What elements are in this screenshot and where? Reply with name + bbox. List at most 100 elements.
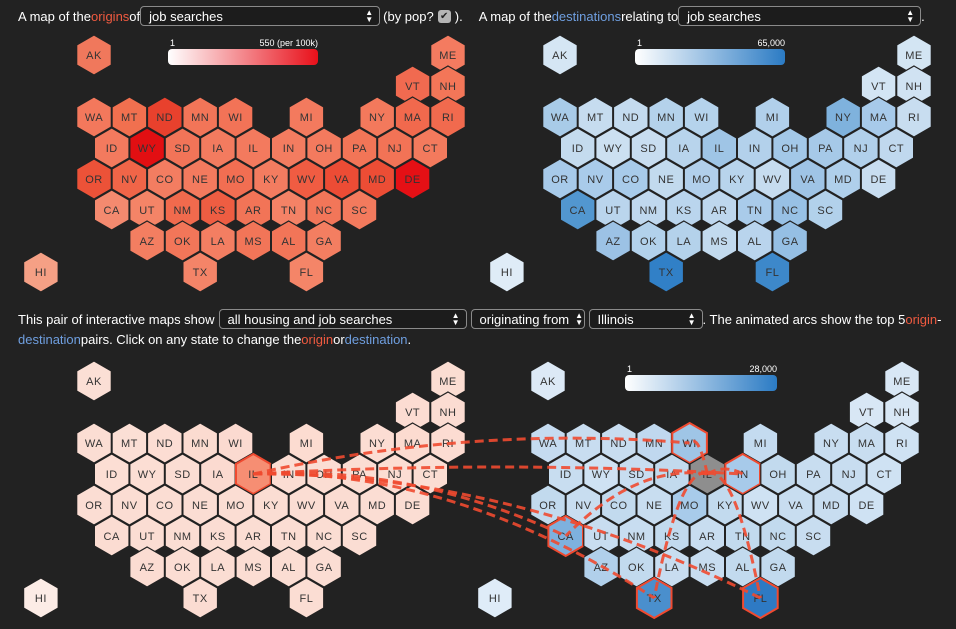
state-hex-wv[interactable]: WV — [288, 484, 325, 526]
state-hex-shape[interactable] — [595, 220, 632, 262]
state-hex-shape[interactable] — [760, 546, 797, 588]
state-hex-shape[interactable] — [636, 484, 673, 526]
state-hex-shape[interactable] — [76, 34, 112, 76]
state-hex-shape[interactable] — [795, 453, 832, 495]
state-hex-shape[interactable] — [648, 158, 685, 200]
state-hex-al[interactable]: AL — [736, 220, 773, 262]
state-hex-nh[interactable]: NH — [430, 65, 466, 107]
state-hex-shape[interactable] — [866, 453, 903, 495]
state-hex-mi[interactable]: MI — [754, 96, 791, 138]
state-hex-shape[interactable] — [253, 158, 289, 200]
state-hex-mt[interactable]: MT — [577, 96, 614, 138]
state-hex-shape[interactable] — [736, 220, 773, 262]
state-hex-nv[interactable]: NV — [565, 484, 602, 526]
state-hex-pa[interactable]: PA — [341, 453, 378, 495]
state-hex-ky[interactable]: KY — [253, 484, 289, 526]
state-hex-mo[interactable]: MO — [683, 158, 720, 200]
state-hex-shape[interactable] — [111, 158, 148, 200]
state-hex-shape[interactable] — [530, 484, 566, 526]
state-hex-shape[interactable] — [129, 220, 165, 262]
state-hex-shape[interactable] — [111, 484, 148, 526]
state-hex-sc[interactable]: SC — [341, 515, 378, 557]
state-hex-va[interactable]: VA — [777, 484, 814, 526]
state-hex-shape[interactable] — [742, 484, 779, 526]
state-hex-shape[interactable] — [789, 158, 826, 200]
state-hex-shape[interactable] — [648, 96, 685, 138]
state-hex-shape[interactable] — [754, 251, 791, 293]
state-hex-shape[interactable] — [742, 422, 779, 464]
state-hex-shape[interactable] — [595, 127, 632, 169]
state-hex-sc[interactable]: SC — [341, 189, 378, 231]
state-hex-shape[interactable] — [772, 127, 809, 169]
state-hex-nd[interactable]: ND — [600, 422, 637, 464]
state-hex-shape[interactable] — [618, 546, 655, 588]
state-hex-shape[interactable] — [270, 220, 307, 262]
state-hex-shape[interactable] — [701, 127, 738, 169]
state-hex-shape[interactable] — [288, 251, 325, 293]
state-hex-az[interactable]: AZ — [129, 220, 165, 262]
state-hex-de[interactable]: DE — [394, 158, 431, 200]
state-hex-al[interactable]: AL — [270, 220, 307, 262]
state-hex-nd[interactable]: ND — [612, 96, 649, 138]
state-hex-shape[interactable] — [394, 158, 431, 200]
state-hex-shape[interactable] — [93, 515, 130, 557]
state-hex-de[interactable]: DE — [848, 484, 885, 526]
state-hex-nv[interactable]: NV — [577, 158, 614, 200]
state-hex-nd[interactable]: ND — [146, 422, 183, 464]
state-hex-shape[interactable] — [270, 546, 307, 588]
state-hex-la[interactable]: LA — [665, 220, 702, 262]
state-hex-ok[interactable]: OK — [630, 220, 667, 262]
state-hex-va[interactable]: VA — [323, 158, 360, 200]
state-hex-shape[interactable] — [341, 453, 378, 495]
state-hex-shape[interactable] — [76, 96, 112, 138]
state-hex-oh[interactable]: OH — [772, 127, 809, 169]
state-hex-ak[interactable]: AK — [76, 34, 112, 76]
state-hex-ks[interactable]: KS — [200, 515, 236, 557]
state-hex-shape[interactable] — [235, 127, 272, 169]
state-hex-ma[interactable]: MA — [394, 422, 431, 464]
state-hex-ri[interactable]: RI — [896, 96, 932, 138]
state-hex-shape[interactable] — [683, 158, 720, 200]
state-hex-shape[interactable] — [412, 127, 449, 169]
state-hex-tx[interactable]: TX — [182, 577, 219, 619]
state-hex-mt[interactable]: MT — [565, 422, 602, 464]
state-hex-shape[interactable] — [111, 422, 148, 464]
state-hex-shape[interactable] — [860, 158, 897, 200]
state-hex-shape[interactable] — [217, 422, 254, 464]
state-hex-shape[interactable] — [288, 96, 325, 138]
state-hex-shape[interactable] — [583, 453, 620, 495]
state-hex-shape[interactable] — [217, 96, 254, 138]
state-hex-shape[interactable] — [288, 577, 325, 619]
state-hex-fl[interactable]: FL — [754, 251, 791, 293]
state-hex-wy[interactable]: WY — [595, 127, 632, 169]
state-hex-nc[interactable]: NC — [306, 515, 342, 557]
state-hex-shape[interactable] — [377, 127, 413, 169]
state-hex-shape[interactable] — [146, 158, 183, 200]
state-select[interactable]: Illinois ▲ ▼ — [588, 309, 703, 329]
state-hex-fl[interactable]: FL — [288, 251, 325, 293]
state-hex-shape[interactable] — [359, 96, 396, 138]
state-hex-ak[interactable]: AK — [76, 360, 112, 402]
state-hex-ne[interactable]: NE — [182, 484, 219, 526]
state-hex-hi[interactable]: HI — [23, 577, 59, 619]
state-hex-shape[interactable] — [612, 158, 649, 200]
state-hex-shape[interactable] — [93, 453, 130, 495]
state-hex-shape[interactable] — [813, 484, 850, 526]
state-hex-shape[interactable] — [825, 158, 862, 200]
state-hex-nm[interactable]: NM — [164, 189, 201, 231]
state-hex-id[interactable]: ID — [559, 127, 596, 169]
state-hex-ca[interactable]: CA — [559, 189, 596, 231]
state-hex-shape[interactable] — [760, 453, 797, 495]
state-hex-shape[interactable] — [772, 220, 809, 262]
state-hex-shape[interactable] — [600, 422, 637, 464]
state-hex-ak[interactable]: AK — [530, 360, 566, 402]
state-hex-shape[interactable] — [323, 484, 360, 526]
state-hex-ut[interactable]: UT — [595, 189, 632, 231]
state-hex-shape[interactable] — [565, 484, 602, 526]
state-hex-shape[interactable] — [182, 577, 219, 619]
state-hex-shape[interactable] — [878, 127, 915, 169]
state-hex-in[interactable]: IN — [724, 452, 761, 496]
state-hex-shape[interactable] — [547, 453, 584, 495]
state-hex-vt[interactable]: VT — [394, 391, 431, 433]
state-hex-shape[interactable] — [530, 422, 566, 464]
